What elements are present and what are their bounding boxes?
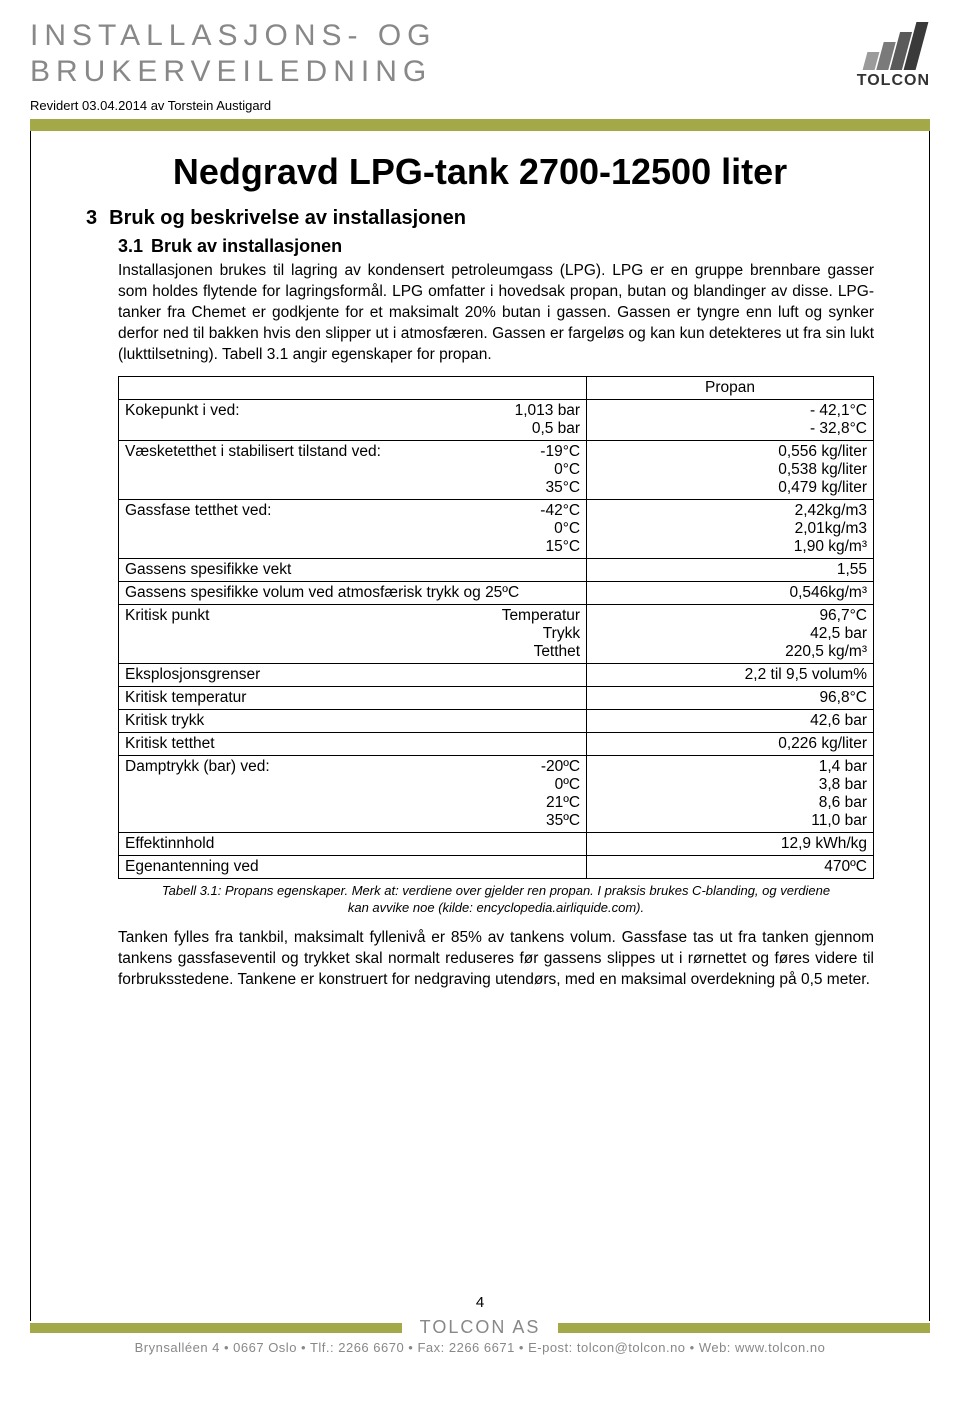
page-header: INSTALLASJONS- OG BRUKERVEILEDNING TOLCO… — [0, 0, 960, 98]
table-row: Gassens spesifikke vekt1,55 — [119, 558, 874, 581]
table-row: Gassfase tetthet ved:-42°C0°C15°C2,42kg/… — [119, 499, 874, 558]
table-header-empty — [119, 376, 587, 399]
table-cell-value: 1,4 bar3,8 bar8,6 bar11,0 bar — [587, 755, 874, 832]
table-cell-label: Kritisk punktTemperaturTrykkTetthet — [119, 604, 587, 663]
table-cell-label: Kritisk tetthet — [119, 732, 587, 755]
section-number: 3 — [86, 207, 97, 229]
propan-properties-table: Propan Kokepunkt i ved:1,013 bar0,5 bar-… — [118, 376, 874, 879]
table-row: Egenantenning ved470ºC — [119, 855, 874, 878]
table-cell-value: 0,556 kg/liter0,538 kg/liter0,479 kg/lit… — [587, 440, 874, 499]
table-cell-value: 1,55 — [587, 558, 874, 581]
subsection-block: 3.1 Bruk av installasjonen Installasjonen… — [118, 236, 874, 991]
table-row: Kritisk punktTemperaturTrykkTetthet96,7°… — [119, 604, 874, 663]
table-row: Væsketetthet i stabilisert tilstand ved:… — [119, 440, 874, 499]
table-cell-label: Egenantenning ved — [119, 855, 587, 878]
footer-contact-line: Brynsalléen 4 • 0667 Oslo • Tlf.: 2266 6… — [0, 1340, 960, 1355]
table-cell-value: 42,6 bar — [587, 709, 874, 732]
revision-text: Revidert 03.04.2014 av Torstein Austigar… — [0, 98, 960, 113]
table-caption: Tabell 3.1: Propans egenskaper. Merk at:… — [150, 883, 842, 917]
intro-paragraph: Installasjonen brukes til lagring av kon… — [118, 261, 874, 366]
table-cell-label: Eksplosjonsgrenser — [119, 663, 587, 686]
table-cell-value: 470ºC — [587, 855, 874, 878]
table-cell-label: Kritisk temperatur — [119, 686, 587, 709]
body-paragraph-2: Tanken fylles fra tankbil, maksimalt fyl… — [118, 928, 874, 991]
table-cell-value: 0,226 kg/liter — [587, 732, 874, 755]
table-cell-label: Effektinnhold — [119, 832, 587, 855]
table-row: Kritisk trykk42,6 bar — [119, 709, 874, 732]
subsection-heading: 3.1 Bruk av installasjonen — [118, 236, 874, 257]
table-header-row: Propan — [119, 376, 874, 399]
table-cell-label: Kritisk trykk — [119, 709, 587, 732]
olive-divider — [30, 119, 930, 131]
table-cell-value: - 42,1°C- 32,8°C — [587, 399, 874, 440]
table-cell-label: Gassens spesifikke vekt — [119, 558, 587, 581]
header-title-block: INSTALLASJONS- OG BRUKERVEILEDNING — [30, 18, 437, 90]
section-title: Bruk og beskrivelse av installasjonen — [109, 207, 466, 229]
logo-text: TOLCON — [857, 72, 930, 90]
header-title-line2: BRUKERVEILEDNING — [30, 54, 437, 90]
logo-bars-icon — [865, 22, 922, 70]
table-cell-label: Gassfase tetthet ved:-42°C0°C15°C — [119, 499, 587, 558]
page-number: 4 — [31, 1294, 929, 1311]
table-cell-value: 96,8°C — [587, 686, 874, 709]
tolcon-logo: TOLCON — [857, 22, 930, 90]
table-cell-value: 2,2 til 9,5 volum% — [587, 663, 874, 686]
section-heading: 3 Bruk og beskrivelse av installasjonen — [86, 207, 874, 230]
table-cell-label: Damptrykk (bar) ved:-20ºC0ºC21ºC35ºC — [119, 755, 587, 832]
main-title: Nedgravd LPG-tank 2700-12500 liter — [86, 151, 874, 193]
table-row: Eksplosjonsgrenser2,2 til 9,5 volum% — [119, 663, 874, 686]
table-row: Kritisk temperatur96,8°C — [119, 686, 874, 709]
subsection-number: 3.1 — [118, 236, 143, 256]
table-cell-value: 0,546kg/m³ — [587, 581, 874, 604]
subsection-title: Bruk av installasjonen — [151, 236, 342, 256]
table-cell-label: Kokepunkt i ved:1,013 bar0,5 bar — [119, 399, 587, 440]
table-header-propan: Propan — [587, 376, 874, 399]
table-row: Kokepunkt i ved:1,013 bar0,5 bar- 42,1°C… — [119, 399, 874, 440]
footer-olive-left — [30, 1323, 402, 1333]
table-cell-label: Gassens spesifikke volum ved atmosfærisk… — [119, 581, 587, 604]
table-cell-value: 96,7°C42,5 bar220,5 kg/m³ — [587, 604, 874, 663]
table-cell-value: 12,9 kWh/kg — [587, 832, 874, 855]
table-cell-value: 2,42kg/m32,01kg/m31,90 kg/m³ — [587, 499, 874, 558]
content-frame: Nedgravd LPG-tank 2700-12500 liter 3 Bruk… — [30, 131, 930, 1321]
table-cell-label: Væsketetthet i stabilisert tilstand ved:… — [119, 440, 587, 499]
table-row: Kritisk tetthet0,226 kg/liter — [119, 732, 874, 755]
table-row: Damptrykk (bar) ved:-20ºC0ºC21ºC35ºC1,4 … — [119, 755, 874, 832]
footer-olive-right — [558, 1323, 930, 1333]
table-row: Gassens spesifikke volum ved atmosfærisk… — [119, 581, 874, 604]
table-row: Effektinnhold12,9 kWh/kg — [119, 832, 874, 855]
header-title-line1: INSTALLASJONS- OG — [30, 18, 437, 54]
